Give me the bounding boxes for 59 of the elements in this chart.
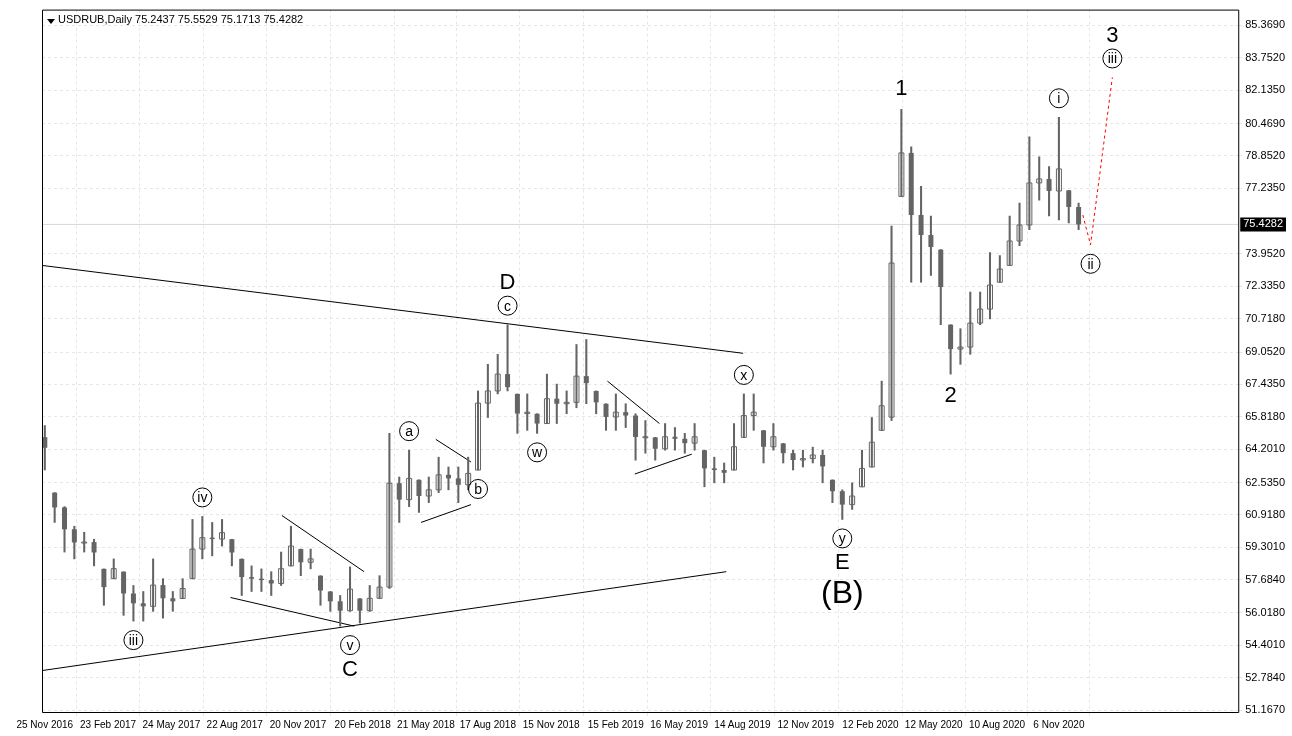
y-tick-label: 62.5350 bbox=[1245, 475, 1285, 488]
y-tick-label: 54.4010 bbox=[1245, 638, 1285, 651]
annotation: c bbox=[504, 297, 512, 314]
y-tick-label: 85.3690 bbox=[1245, 18, 1285, 31]
annotation: E bbox=[834, 549, 850, 575]
y-tick-label: 72.3350 bbox=[1245, 279, 1285, 292]
annotation: C bbox=[342, 656, 359, 682]
x-tick-label: 12 Feb 2020 bbox=[842, 718, 899, 730]
y-tick-label: 83.7520 bbox=[1245, 50, 1285, 63]
annotation: iv bbox=[197, 489, 208, 506]
y-tick-label: 70.7180 bbox=[1245, 311, 1285, 324]
x-tick-label: 21 May 2018 bbox=[397, 718, 456, 730]
y-tick-label: 52.7840 bbox=[1245, 670, 1285, 683]
x-tick-label: 6 Nov 2020 bbox=[1033, 718, 1085, 730]
y-tick-label: 56.0180 bbox=[1245, 605, 1285, 618]
y-tick-label: 77.2350 bbox=[1245, 181, 1285, 194]
annotation: v bbox=[346, 636, 354, 653]
y-tick-label: 60.9180 bbox=[1245, 507, 1285, 520]
annotation: D bbox=[499, 268, 516, 294]
x-tick-label: 20 Feb 2018 bbox=[334, 718, 392, 730]
x-tick-label: 20 Nov 2017 bbox=[269, 718, 327, 730]
y-tick-label: 69.0520 bbox=[1245, 345, 1285, 358]
x-tick-label: 12 May 2020 bbox=[904, 718, 964, 730]
x-tick-label: 15 Nov 2018 bbox=[522, 718, 580, 730]
y-tick-label: 78.8520 bbox=[1245, 148, 1285, 161]
annotation: 1 bbox=[895, 75, 908, 101]
annotation: y bbox=[838, 530, 846, 547]
annotation: i bbox=[1057, 90, 1061, 107]
y-tick-label: 67.4350 bbox=[1245, 377, 1285, 390]
y-tick-label: 64.2010 bbox=[1245, 442, 1285, 455]
annotation: iii bbox=[1107, 50, 1118, 67]
x-tick-label: 12 Nov 2019 bbox=[777, 718, 835, 730]
y-tick-label: 80.4690 bbox=[1245, 116, 1285, 129]
x-tick-label: 16 May 2019 bbox=[650, 718, 709, 730]
x-tick-label: 22 Aug 2017 bbox=[206, 718, 264, 730]
annotation: 3 bbox=[1106, 21, 1119, 47]
x-tick-label: 14 Aug 2019 bbox=[714, 718, 771, 730]
annotation: (B) bbox=[820, 574, 864, 611]
y-tick-label: 65.8180 bbox=[1245, 409, 1285, 422]
y-tick-label: 57.6840 bbox=[1245, 572, 1285, 585]
annotation: ii bbox=[1087, 255, 1094, 272]
annotation: 2 bbox=[944, 382, 957, 408]
annotation: x bbox=[740, 366, 748, 383]
x-tick-label: 10 Aug 2020 bbox=[968, 718, 1026, 730]
x-tick-label: 17 Aug 2018 bbox=[459, 718, 517, 730]
annotation: w bbox=[531, 444, 544, 461]
x-tick-label: 15 Feb 2019 bbox=[587, 718, 645, 730]
x-tick-label: 24 May 2017 bbox=[142, 718, 201, 730]
x-tick-label: 25 Nov 2016 bbox=[16, 718, 74, 730]
y-tick-label: 59.3010 bbox=[1245, 540, 1285, 553]
ref-line-label: 75.4282 bbox=[1243, 217, 1283, 230]
y-tick-label: 51.1670 bbox=[1245, 703, 1285, 716]
annotation: a bbox=[405, 423, 414, 440]
y-tick-label: 82.1350 bbox=[1245, 83, 1285, 96]
x-tick-label: 23 Feb 2017 bbox=[80, 718, 137, 730]
annotation: b bbox=[474, 480, 483, 497]
chart-title: USDRUB,Daily 75.2437 75.5529 75.1713 75.4282 bbox=[58, 13, 304, 26]
annotation: iii bbox=[128, 631, 139, 648]
y-tick-label: 73.9520 bbox=[1245, 247, 1285, 259]
